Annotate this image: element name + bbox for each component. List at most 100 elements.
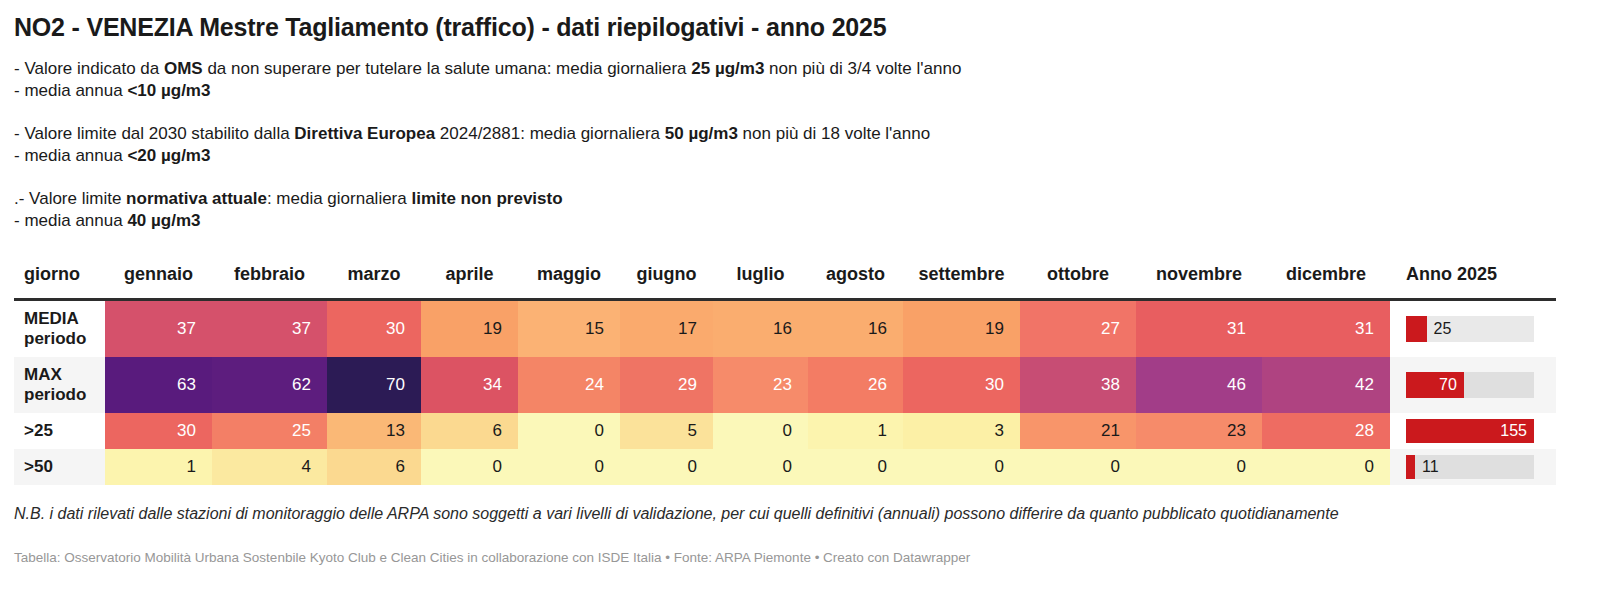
heatmap-cell: 26 — [808, 357, 903, 413]
note-text: .- Valore limite — [14, 189, 126, 208]
heatmap-cell: 28 — [1262, 413, 1390, 449]
column-header-month: maggio — [518, 258, 620, 300]
table-row: >5014600000000011 — [14, 449, 1556, 485]
heatmap-cell: 4 — [212, 449, 327, 485]
heatmap-cell: 0 — [1262, 449, 1390, 485]
anno-bar-value: 11 — [1422, 458, 1439, 476]
note-line: - media annua 40 µg/m3 — [14, 210, 1586, 232]
note-text: Direttiva Europea — [294, 124, 435, 143]
heatmap-cell: 1 — [808, 413, 903, 449]
row-label: >50 — [14, 449, 105, 485]
note-text: da non superare per tutelare la salute u… — [203, 59, 692, 78]
credits-line: Tabella: Osservatorio Mobilità Urbana So… — [14, 550, 1586, 565]
column-header-giorno: giorno — [14, 258, 105, 300]
no2-summary-table: giornogennaiofebbraiomarzoaprilemaggiogi… — [14, 258, 1556, 485]
heatmap-cell: 30 — [903, 357, 1020, 413]
anno-bar — [1406, 316, 1427, 342]
note-text: - media annua — [14, 81, 127, 100]
row-label: MAX periodo — [14, 357, 105, 413]
note-group: - Valore limite dal 2030 stabilito dalla… — [14, 123, 1586, 167]
table-row: >25302513605013212328155 — [14, 413, 1556, 449]
heatmap-cell: 27 — [1020, 300, 1136, 358]
heatmap-cell: 0 — [1136, 449, 1262, 485]
heatmap-cell: 63 — [105, 357, 212, 413]
heatmap-cell: 0 — [421, 449, 518, 485]
heatmap-cell: 0 — [808, 449, 903, 485]
row-label: MEDIA periodo — [14, 300, 105, 358]
datawrapper-page: NO2 - VENEZIA Mestre Tagliamento (traffi… — [0, 0, 1600, 565]
column-header-month: dicembre — [1262, 258, 1390, 300]
column-header-month: febbraio — [212, 258, 327, 300]
note-text: <10 µg/m3 — [127, 81, 210, 100]
heatmap-cell: 23 — [1136, 413, 1262, 449]
anno-bar: 155 — [1406, 419, 1534, 443]
column-header-month: luglio — [713, 258, 808, 300]
note-text: - media annua — [14, 211, 127, 230]
anno-bar-value: 25 — [1434, 320, 1452, 338]
note-text: 40 µg/m3 — [127, 211, 200, 230]
heatmap-cell: 1 — [105, 449, 212, 485]
anno-bar-track: 11 — [1406, 455, 1534, 479]
table-header: giornogennaiofebbraiomarzoaprilemaggiogi… — [14, 258, 1556, 300]
heatmap-cell: 0 — [903, 449, 1020, 485]
heatmap-cell: 6 — [327, 449, 421, 485]
column-header-month: settembre — [903, 258, 1020, 300]
validation-note: N.B. i dati rilevati dalle stazioni di m… — [14, 505, 1586, 523]
anno-bar: 70 — [1406, 372, 1464, 398]
heatmap-cell: 34 — [421, 357, 518, 413]
heatmap-cell: 3 — [903, 413, 1020, 449]
note-text: - Valore indicato da — [14, 59, 164, 78]
heatmap-cell: 24 — [518, 357, 620, 413]
note-text: normativa attuale — [126, 189, 267, 208]
note-text: - media annua — [14, 146, 127, 165]
table-row: MEDIA periodo37373019151716161927313125 — [14, 300, 1556, 358]
table-body: MEDIA periodo37373019151716161927313125M… — [14, 300, 1556, 486]
note-line: .- Valore limite normativa attuale: medi… — [14, 188, 1586, 210]
heatmap-cell: 62 — [212, 357, 327, 413]
heatmap-cell: 42 — [1262, 357, 1390, 413]
anno-bar-track: 70 — [1406, 372, 1534, 398]
heatmap-cell: 31 — [1262, 300, 1390, 358]
heatmap-cell: 19 — [903, 300, 1020, 358]
heatmap-cell: 25 — [212, 413, 327, 449]
heatmap-cell: 21 — [1020, 413, 1136, 449]
column-header-month: gennaio — [105, 258, 212, 300]
anno-bar-value: 70 — [1439, 376, 1464, 394]
heatmap-cell: 0 — [518, 413, 620, 449]
column-header-month: agosto — [808, 258, 903, 300]
heatmap-cell: 13 — [327, 413, 421, 449]
heatmap-cell: 17 — [620, 300, 713, 358]
heatmap-cell: 30 — [105, 413, 212, 449]
note-group: - Valore indicato da OMS da non superare… — [14, 58, 1586, 102]
heatmap-cell: 38 — [1020, 357, 1136, 413]
heatmap-cell: 15 — [518, 300, 620, 358]
anno-bar-value: 155 — [1500, 422, 1534, 440]
heatmap-cell: 0 — [620, 449, 713, 485]
note-text: : media giornaliera — [267, 189, 412, 208]
column-header-month: novembre — [1136, 258, 1262, 300]
heatmap-cell: 31 — [1136, 300, 1262, 358]
note-text: 25 µg/m3 — [691, 59, 764, 78]
heatmap-cell: 0 — [1020, 449, 1136, 485]
heatmap-cell: 37 — [105, 300, 212, 358]
heatmap-cell: 46 — [1136, 357, 1262, 413]
column-header-month: giugno — [620, 258, 713, 300]
header-row: giornogennaiofebbraiomarzoaprilemaggiogi… — [14, 258, 1556, 300]
note-text: non più di 3/4 volte l'anno — [764, 59, 961, 78]
note-text: non più di 18 volte l'anno — [738, 124, 930, 143]
heatmap-cell: 37 — [212, 300, 327, 358]
note-text: OMS — [164, 59, 203, 78]
anno-cell: 11 — [1390, 449, 1556, 485]
note-text: - Valore limite dal 2030 stabilito dalla — [14, 124, 294, 143]
note-text: 50 µg/m3 — [665, 124, 738, 143]
note-text: 2024/2881: media giornaliera — [435, 124, 665, 143]
note-line: - Valore indicato da OMS da non superare… — [14, 58, 1586, 80]
note-line: - media annua <20 µg/m3 — [14, 145, 1586, 167]
anno-cell: 155 — [1390, 413, 1556, 449]
row-label: >25 — [14, 413, 105, 449]
note-group: .- Valore limite normativa attuale: medi… — [14, 188, 1586, 232]
anno-bar-track: 155 — [1406, 419, 1534, 443]
heatmap-cell: 6 — [421, 413, 518, 449]
heatmap-cell: 0 — [518, 449, 620, 485]
heatmap-cell: 5 — [620, 413, 713, 449]
